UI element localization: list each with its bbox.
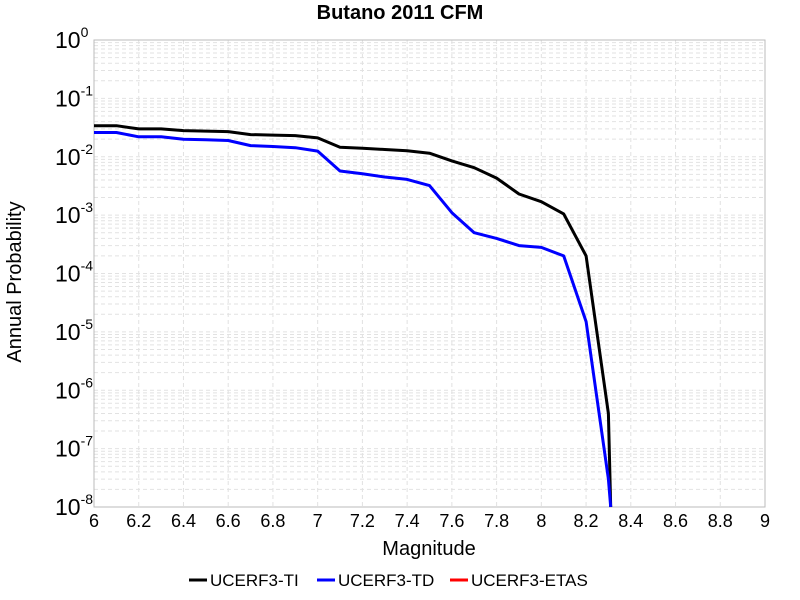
y-tick-base: 10 bbox=[55, 261, 81, 287]
x-axis-title: Magnitude bbox=[382, 538, 475, 560]
x-tick-label: 7 bbox=[313, 511, 323, 531]
y-tick-base: 10 bbox=[55, 144, 81, 170]
y-axis-title: Annual Probability bbox=[4, 201, 26, 362]
y-tick-exponent: -8 bbox=[81, 491, 94, 507]
y-tick-base: 10 bbox=[55, 494, 81, 520]
y-tick-base: 10 bbox=[55, 319, 81, 345]
x-tick-label: 6.6 bbox=[216, 511, 241, 531]
y-tick-label: 10-5 bbox=[55, 316, 93, 345]
y-tick-label: 10-8 bbox=[55, 491, 93, 520]
y-tick-exponent: -3 bbox=[81, 199, 94, 215]
x-tick-label: 8.8 bbox=[708, 511, 733, 531]
series-line-ucerf3-ti bbox=[94, 124, 613, 508]
y-tick-exponent: -7 bbox=[81, 433, 94, 449]
y-tick-exponent: 0 bbox=[81, 24, 89, 40]
x-tick-label: 6.8 bbox=[260, 511, 285, 531]
legend-label: UCERF3-TI bbox=[210, 571, 299, 590]
x-tick-label: 8.6 bbox=[663, 511, 688, 531]
y-tick-label: 100 bbox=[55, 24, 89, 53]
series-line-ucerf3-td bbox=[94, 131, 613, 508]
x-tick-label: 7.2 bbox=[350, 511, 375, 531]
y-tick-label: 10-2 bbox=[55, 141, 93, 170]
x-tick-label: 7.8 bbox=[484, 511, 509, 531]
x-tick-label: 6 bbox=[89, 511, 99, 531]
y-tick-label: 10-1 bbox=[55, 82, 93, 111]
legend: UCERF3-TI UCERF3-TD UCERF3-ETAS bbox=[189, 571, 588, 590]
x-tick-label: 8.4 bbox=[618, 511, 643, 531]
y-tick-label: 10-7 bbox=[55, 433, 93, 462]
y-tick-label: 10-4 bbox=[55, 258, 93, 287]
series-layer bbox=[94, 124, 613, 508]
y-tick-base: 10 bbox=[55, 436, 81, 462]
y-tick-base: 10 bbox=[55, 202, 81, 228]
legend-label: UCERF3-ETAS bbox=[471, 571, 588, 590]
legend-label: UCERF3-TD bbox=[338, 571, 434, 590]
y-tick-exponent: -5 bbox=[81, 316, 94, 332]
y-tick-exponent: -1 bbox=[81, 82, 94, 98]
x-tick-label: 8.2 bbox=[574, 511, 599, 531]
y-tick-exponent: -6 bbox=[81, 374, 94, 390]
y-tick-base: 10 bbox=[55, 27, 81, 53]
x-tick-label: 7.6 bbox=[439, 511, 464, 531]
x-tick-label: 6.2 bbox=[126, 511, 151, 531]
y-tick-exponent: -2 bbox=[81, 141, 94, 157]
y-tick-base: 10 bbox=[55, 85, 81, 111]
x-tick-label: 7.4 bbox=[395, 511, 420, 531]
plot-frame bbox=[93, 39, 766, 508]
x-tick-label: 9 bbox=[760, 511, 770, 531]
chart-title: Butano 2011 CFM bbox=[317, 2, 484, 24]
x-tick-label: 8 bbox=[536, 511, 546, 531]
y-tick-exponent: -4 bbox=[81, 258, 94, 274]
y-tick-label: 10-3 bbox=[55, 199, 93, 228]
y-tick-label: 10-6 bbox=[55, 374, 93, 403]
x-axis-ticks: 6 6.2 6.4 6.6 6.8 7 7.2 7.4 7.6 7.8 8 8.2 8.4 8.6 8.8 9 bbox=[89, 511, 770, 531]
y-tick-base: 10 bbox=[55, 377, 81, 403]
x-tick-label: 6.4 bbox=[171, 511, 196, 531]
